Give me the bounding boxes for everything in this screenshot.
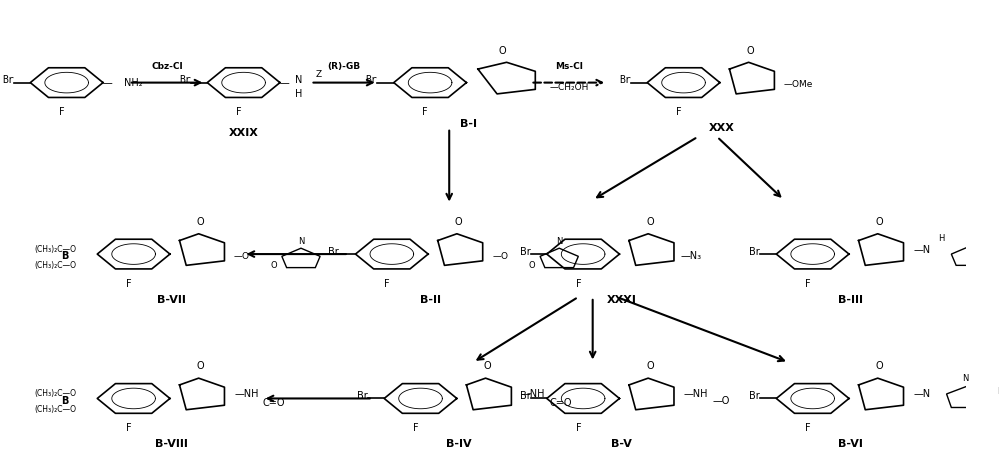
Text: —NH: —NH (520, 389, 545, 399)
Text: F: F (59, 108, 65, 118)
Text: O: O (876, 217, 883, 227)
Text: H: H (296, 89, 303, 99)
Text: Br: Br (366, 75, 378, 85)
Text: —NH: —NH (234, 389, 259, 399)
Text: H: H (939, 234, 945, 243)
Text: B: B (61, 252, 69, 262)
Text: Br: Br (519, 247, 530, 257)
Text: (CH₃)₂C—O: (CH₃)₂C—O (34, 245, 76, 254)
Text: O: O (646, 217, 654, 227)
Text: O: O (646, 361, 654, 371)
Text: O: O (197, 217, 205, 227)
Text: —: — (103, 78, 113, 88)
Text: N: N (556, 237, 562, 247)
Text: Br: Br (519, 391, 530, 401)
Text: Br: Br (749, 391, 760, 401)
Text: XXXI: XXXI (606, 295, 636, 305)
Text: NH₂: NH₂ (124, 78, 143, 88)
Text: —: — (280, 78, 290, 88)
Text: —O: —O (493, 252, 508, 261)
Text: B-IV: B-IV (446, 439, 472, 449)
Text: N: N (296, 75, 303, 85)
Text: —OMe: —OMe (784, 80, 813, 89)
Text: N: N (298, 237, 304, 247)
Text: (R)-GB: (R)-GB (328, 62, 361, 71)
Text: —O: —O (712, 396, 729, 406)
Text: (CH₃)₂C—O: (CH₃)₂C—O (34, 405, 76, 414)
Text: O: O (197, 361, 205, 371)
Text: F: F (676, 108, 681, 118)
Text: Cbz-Cl: Cbz-Cl (151, 62, 183, 71)
Text: (CH₃)₂C—O: (CH₃)₂C—O (34, 261, 76, 270)
Text: O: O (455, 217, 463, 227)
Text: F: F (575, 423, 581, 433)
Text: —N: —N (913, 389, 930, 399)
Text: F: F (385, 279, 390, 289)
Text: N: N (997, 387, 999, 396)
Text: Br: Br (2, 75, 14, 85)
Text: F: F (236, 108, 242, 118)
Text: Br: Br (619, 75, 631, 85)
Text: —N₃: —N₃ (680, 252, 702, 262)
Text: —N: —N (913, 245, 930, 255)
Text: Ms-Cl: Ms-Cl (554, 62, 582, 71)
Text: F: F (575, 279, 581, 289)
Text: XXIX: XXIX (229, 128, 259, 138)
Text: B-VII: B-VII (158, 295, 186, 305)
Text: O: O (746, 45, 754, 55)
Text: (CH₃)₂C—O: (CH₃)₂C—O (34, 390, 76, 399)
Text: Br: Br (179, 75, 191, 85)
Text: F: F (126, 279, 132, 289)
Text: Br: Br (329, 247, 340, 257)
Text: O: O (499, 45, 505, 55)
Text: O: O (528, 261, 535, 270)
Text: B-II: B-II (420, 295, 441, 305)
Text: Br: Br (749, 247, 760, 257)
Text: O: O (271, 261, 277, 270)
Text: B-V: B-V (611, 439, 631, 449)
Text: —CH₂OH: —CH₂OH (549, 83, 589, 92)
Text: C=O: C=O (263, 398, 286, 408)
Text: —O: —O (234, 252, 250, 261)
Text: Br: Br (358, 391, 368, 401)
Text: B-VIII: B-VIII (156, 439, 188, 449)
Text: B-III: B-III (838, 295, 863, 305)
Text: B-VI: B-VI (838, 439, 863, 449)
Text: F: F (805, 423, 811, 433)
Text: —NH: —NH (683, 389, 708, 399)
Text: F: F (413, 423, 419, 433)
Text: O: O (484, 361, 492, 371)
Text: O: O (876, 361, 883, 371)
Text: XXX: XXX (709, 123, 734, 133)
Text: Z: Z (316, 70, 322, 79)
Text: F: F (126, 423, 132, 433)
Text: F: F (805, 279, 811, 289)
Text: F: F (423, 108, 429, 118)
Text: N: N (962, 374, 969, 383)
Text: C=O: C=O (549, 398, 572, 408)
Text: B-I: B-I (460, 118, 477, 128)
Text: B: B (61, 396, 69, 406)
